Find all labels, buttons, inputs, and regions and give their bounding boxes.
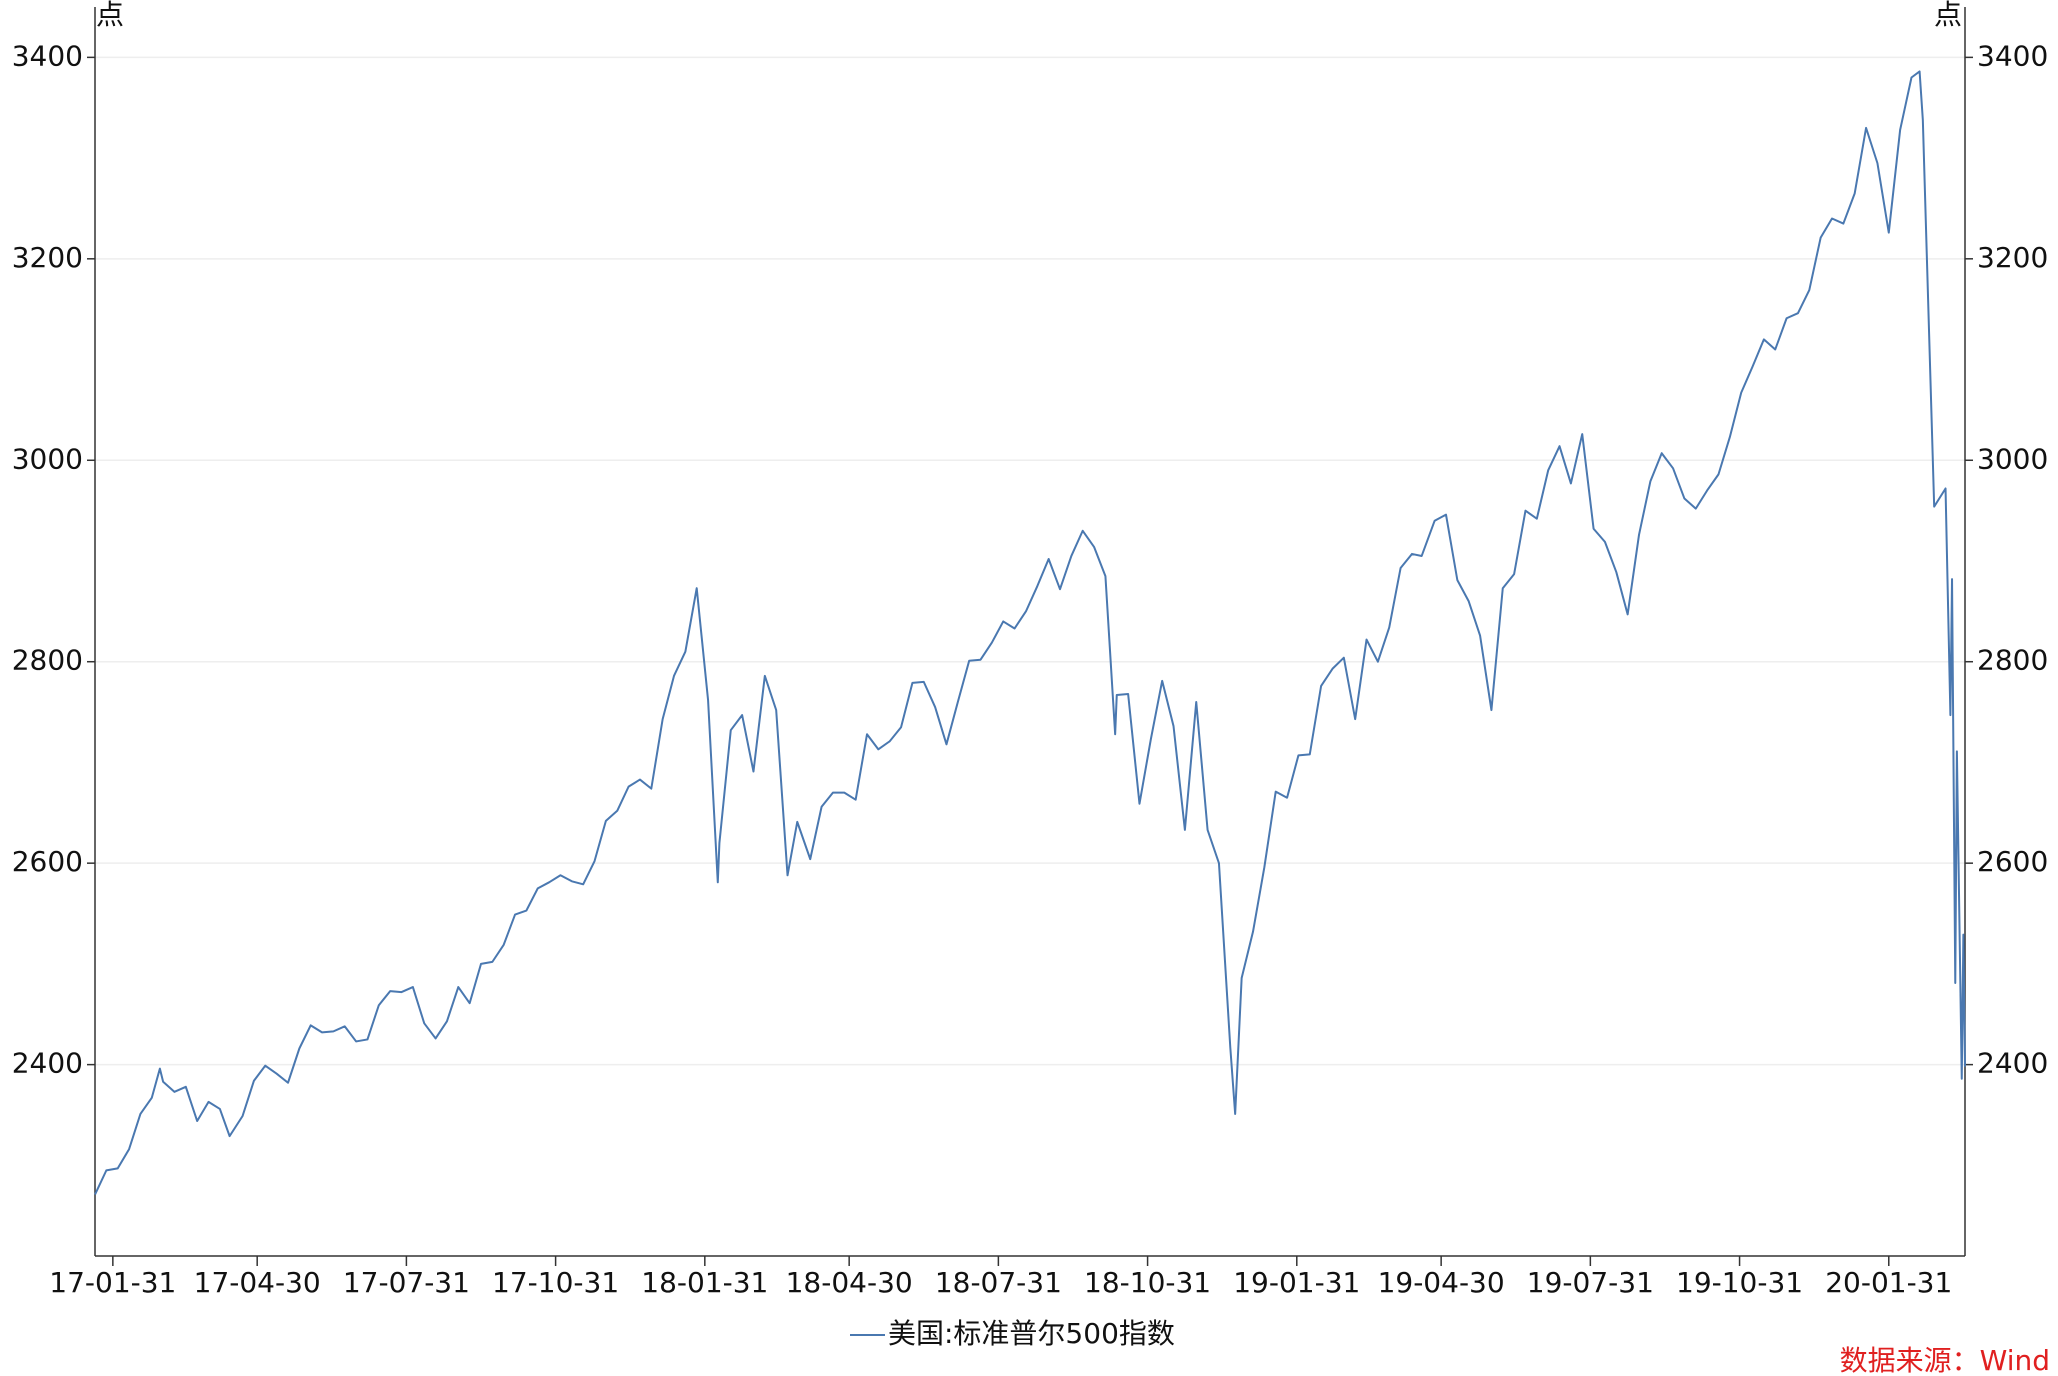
y-tick-label: 2600: [12, 845, 83, 878]
y-tick-label: 3200: [12, 241, 83, 274]
y-unit: 点: [96, 0, 124, 31]
x-tick-label: 18-07-31: [935, 1266, 1062, 1299]
x-tick-label: 19-10-31: [1676, 1266, 1803, 1299]
y2-unit: 点: [1934, 0, 1962, 31]
x-tick-label: 18-10-31: [1084, 1266, 1211, 1299]
y2-tick-label: 3400: [1977, 39, 2048, 72]
line-series: [94, 70, 1966, 1195]
y-tick-label: 2800: [12, 644, 83, 677]
x-tick-label: 17-01-31: [49, 1266, 176, 1299]
y-tick-label: 2400: [12, 1047, 83, 1080]
x-tick-label: 19-04-30: [1378, 1266, 1505, 1299]
y2-tick-label: 2800: [1977, 644, 2048, 677]
legend-label: 美国:标准普尔500指数: [888, 1317, 1175, 1350]
x-tick-label: 18-01-31: [641, 1266, 768, 1299]
y2-tick-label: 3000: [1977, 442, 2048, 475]
x-tick-label: 20-01-31: [1825, 1266, 1952, 1299]
x-tick-label: 18-04-30: [786, 1266, 913, 1299]
x-tick-label: 17-04-30: [194, 1266, 321, 1299]
y2-tick-label: 3200: [1977, 241, 2048, 274]
y2-tick-label: 2600: [1977, 845, 2048, 878]
y-tick-label: 3000: [12, 442, 83, 475]
x-tick-label: 17-10-31: [492, 1266, 619, 1299]
source: 数据来源：Wind: [1840, 1344, 2050, 1376]
x-tick-label: 19-01-31: [1233, 1266, 1360, 1299]
x-tick-label: 19-07-31: [1527, 1266, 1654, 1299]
y2-tick-label: 2400: [1977, 1047, 2048, 1080]
x-tick-label: 17-07-31: [343, 1266, 470, 1299]
y-tick-label: 3400: [12, 39, 83, 72]
